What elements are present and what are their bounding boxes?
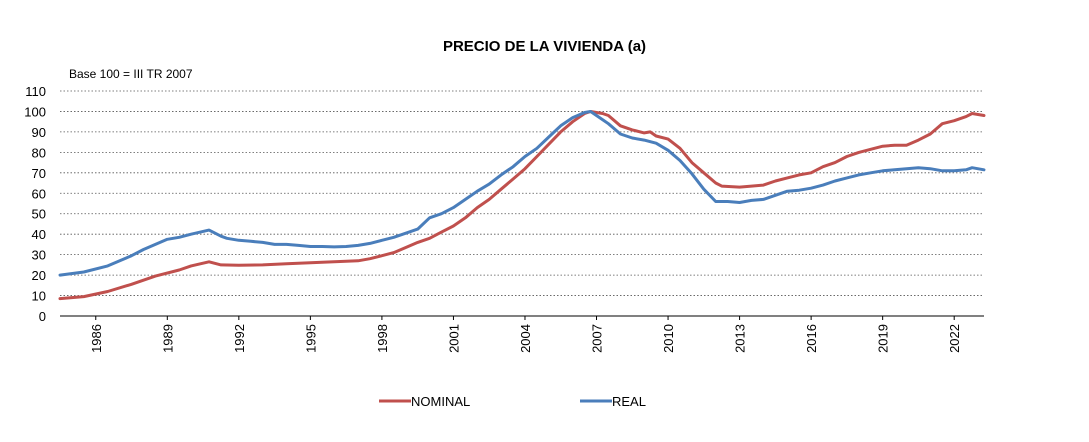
gridlines (60, 90, 984, 296)
x-tick-label: 2004 (518, 324, 533, 353)
x-tick-label: 2010 (661, 324, 676, 353)
y-tick-label: 80 (32, 145, 46, 160)
x-tick-label: 2016 (804, 324, 819, 353)
x-tick-label: 1992 (232, 324, 247, 353)
y-tick-label: 60 (32, 186, 46, 201)
base-note: Base 100 = III TR 2007 (69, 67, 193, 81)
y-tick-label: 10 (32, 289, 46, 304)
x-tick-label: 2019 (876, 324, 891, 353)
x-tick-label: 1998 (375, 324, 390, 353)
x-tick-label: 1986 (89, 324, 104, 353)
y-tick-label: 0 (39, 309, 46, 324)
x-tick-label: 2022 (947, 324, 962, 353)
series-line-nominal (58, 110, 986, 301)
series-lines (58, 110, 986, 301)
y-tick-label: 100 (24, 104, 46, 119)
series-line-real (58, 110, 986, 277)
legend-label-real: REAL (612, 394, 646, 409)
y-tick-label: 20 (32, 268, 46, 283)
y-tick-label: 50 (32, 207, 46, 222)
x-axis-ticks: 1986 1989 1992 1995 1998 2001 2004 2007 2010 2013… (89, 316, 962, 353)
legend: NOMINAL REAL (379, 394, 646, 409)
y-tick-label: 70 (32, 166, 46, 181)
x-tick-label: 1989 (160, 324, 175, 353)
chart-title: PRECIO DE LA VIVIENDA (a) (442, 38, 647, 55)
x-tick-label: 1995 (303, 324, 318, 353)
y-tick-label: 30 (32, 248, 46, 263)
legend-label-nominal: NOMINAL (411, 394, 470, 409)
y-axis-ticks: 0 10 20 30 40 50 60 70 80 90 100 110 (24, 84, 46, 324)
x-tick-label: 2001 (446, 324, 461, 353)
y-tick-label: 110 (25, 84, 46, 99)
x-tick-label: 2007 (590, 324, 605, 353)
y-tick-label: 40 (32, 227, 46, 242)
y-tick-label: 90 (32, 125, 46, 140)
x-tick-label: 2013 (733, 324, 748, 353)
